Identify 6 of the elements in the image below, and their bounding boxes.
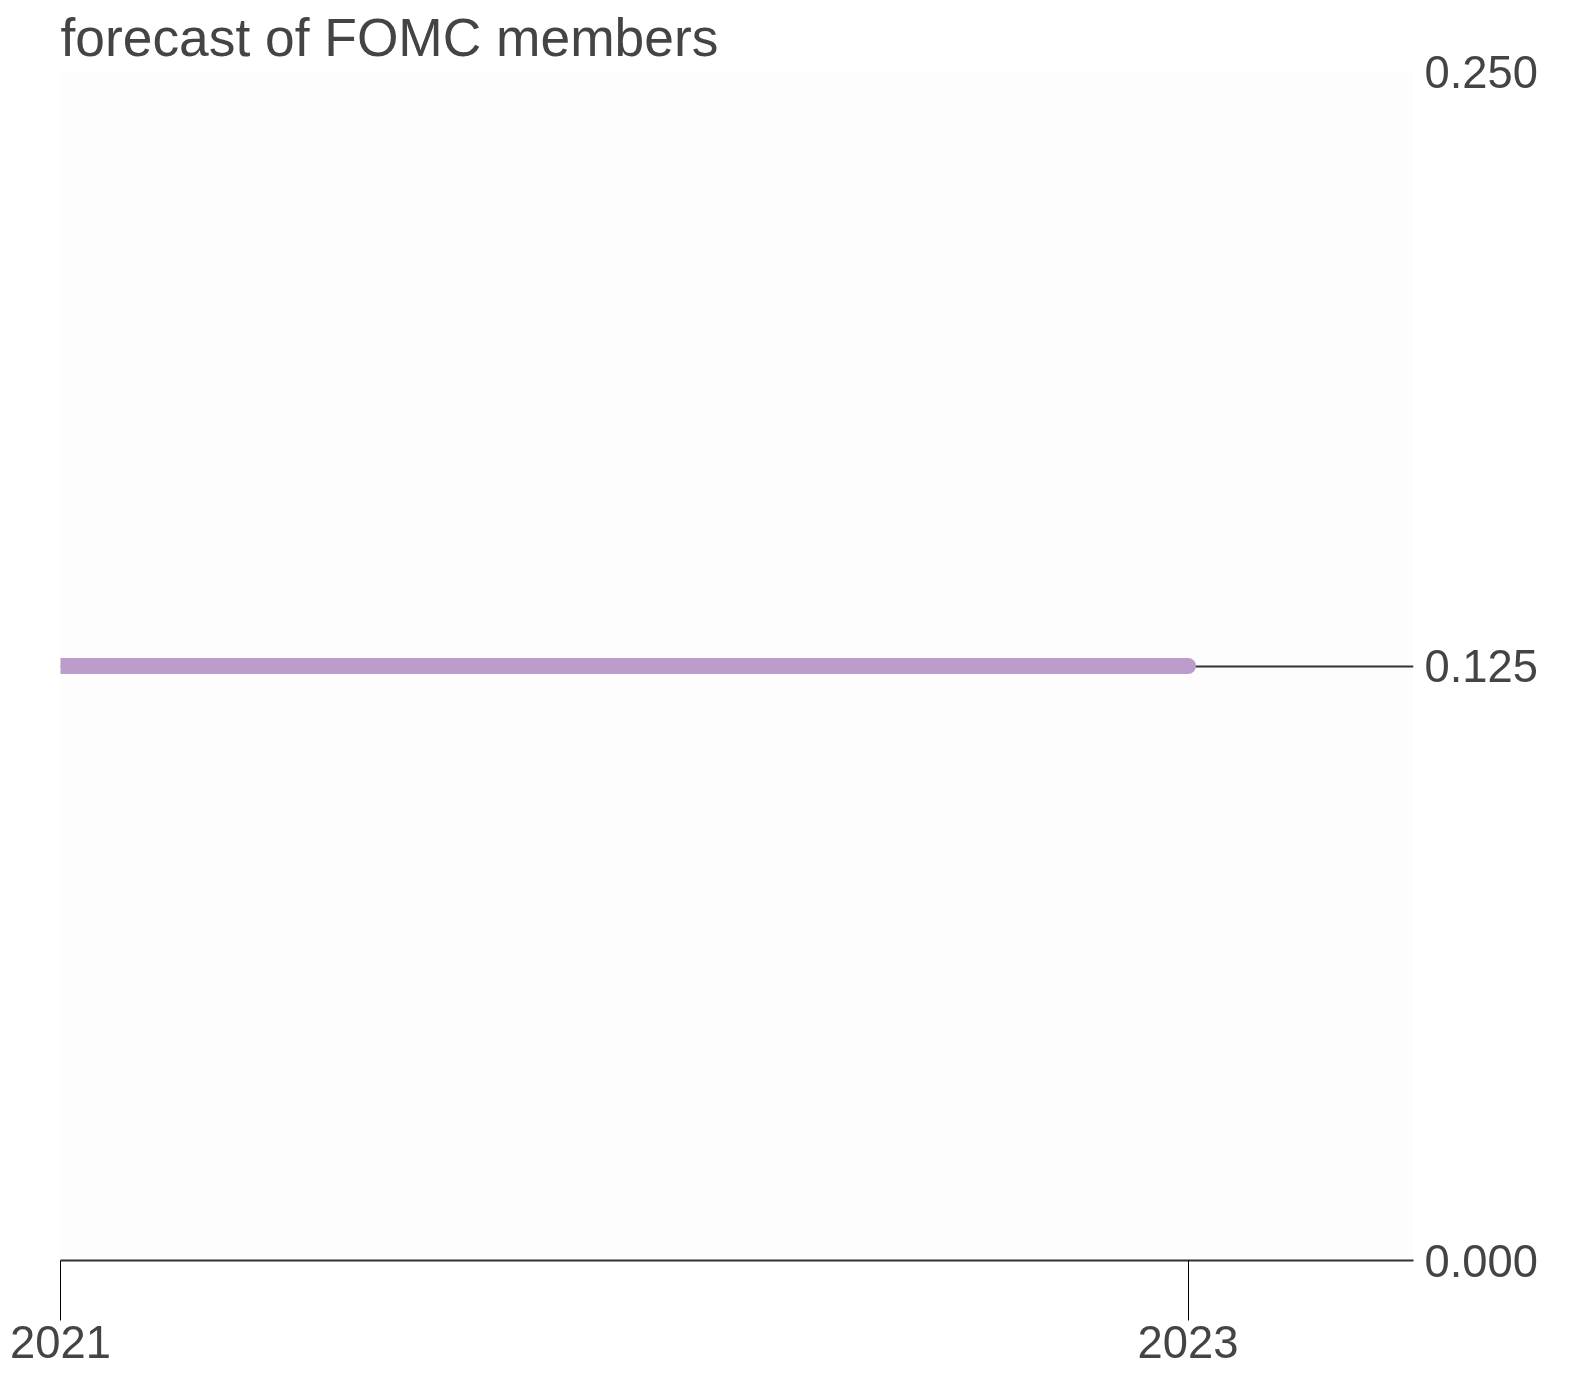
x-tick-label: 2023 bbox=[1137, 1316, 1239, 1368]
y-tick-label: 0.250 bbox=[1424, 46, 1538, 98]
y-tick-label: 0.125 bbox=[1424, 641, 1538, 692]
x-tick-label: 2021 bbox=[10, 1316, 111, 1368]
chart-title: forecast of FOMC members bbox=[60, 7, 719, 67]
y-tick-label: 0.000 bbox=[1424, 1235, 1538, 1287]
